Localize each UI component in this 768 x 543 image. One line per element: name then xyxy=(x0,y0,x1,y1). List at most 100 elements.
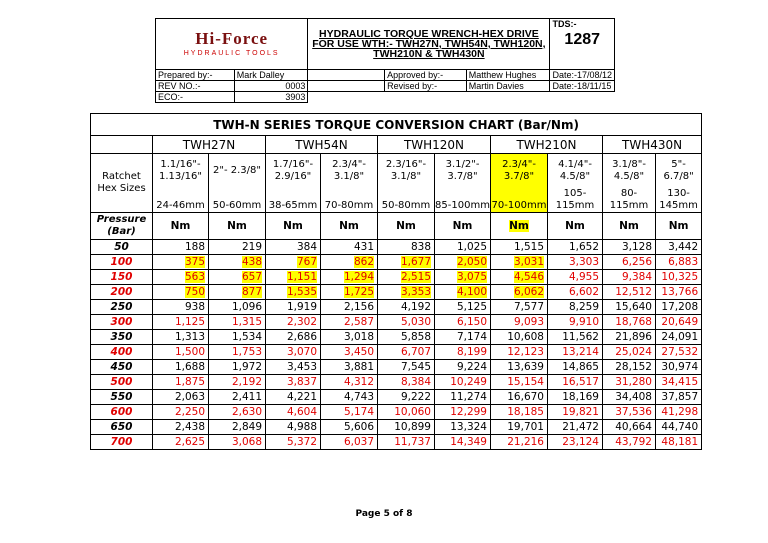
torque-value: 10,060 xyxy=(394,405,431,418)
torque-value: 657 xyxy=(241,270,262,283)
corner xyxy=(90,135,153,154)
torque-value: 3,303 xyxy=(568,255,599,268)
torque-cell: 1,534 xyxy=(208,328,266,345)
torque-value: 2,625 xyxy=(174,435,205,448)
torque-cell: 11,737 xyxy=(377,433,435,450)
torque-value: 23,124 xyxy=(562,435,599,448)
torque-cell: 9,093 xyxy=(490,313,548,330)
torque-value: 2,686 xyxy=(286,330,317,343)
torque-value: 1,753 xyxy=(231,345,262,358)
unit-label: Nm xyxy=(339,219,359,232)
torque-cell: 2,515 xyxy=(377,268,435,285)
torque-value: 2,156 xyxy=(343,300,374,313)
torque-value: 27,532 xyxy=(661,345,699,358)
torque-cell: 19,701 xyxy=(490,418,548,435)
torque-cell: 3,075 xyxy=(434,268,491,285)
row: Ratchet Hex Sizes 1.1/16"- 1.13/16" 2"- 2.… xyxy=(90,153,703,213)
torque-cell: 20,649 xyxy=(654,313,703,330)
torque-value: 188 xyxy=(184,240,205,253)
torque-value: 1,652 xyxy=(568,240,599,253)
torque-value: 4,604 xyxy=(286,405,317,418)
torque-value: 13,766 xyxy=(661,285,699,298)
torque-value: 2,411 xyxy=(231,390,262,403)
torque-cell: 3,303 xyxy=(547,253,603,270)
torque-value: 431 xyxy=(353,240,374,253)
unit-label: Nm xyxy=(565,219,585,232)
hex-inch: 3.1/8"- 4.5/8" xyxy=(602,153,656,188)
torque-value: 12,123 xyxy=(507,345,544,358)
torque-value: 2,630 xyxy=(231,405,262,418)
cell: Approved by:- xyxy=(384,69,467,81)
torque-cell: 27,532 xyxy=(654,343,703,360)
torque-value: 5,030 xyxy=(400,315,431,328)
torque-cell: 18,169 xyxy=(547,388,603,405)
torque-value: 3,068 xyxy=(231,435,262,448)
torque-value: 34,415 xyxy=(661,375,699,388)
tds: TDS:- 1287 xyxy=(549,18,615,70)
torque-value: 219 xyxy=(241,240,262,253)
torque-value: 11,562 xyxy=(562,330,599,343)
torque-cell: 1,725 xyxy=(320,283,378,300)
row: 350 1,313 1,534 2,686 3,018 5,858 7,174 10,608 1… xyxy=(90,328,703,345)
torque-cell: 375 xyxy=(152,253,209,270)
torque-cell: 1,535 xyxy=(265,283,321,300)
torque-value: 14,865 xyxy=(562,360,599,373)
torque-cell: 34,415 xyxy=(654,373,703,390)
torque-value: 2,192 xyxy=(231,375,262,388)
torque-value: 7,545 xyxy=(400,360,431,373)
hex-mm: 80-115mm xyxy=(602,187,656,213)
torque-value: 6,883 xyxy=(668,255,699,268)
pressure: 450 xyxy=(90,358,153,375)
torque-value: 1,313 xyxy=(174,330,205,343)
torque-cell: 11,562 xyxy=(547,328,603,345)
torque-cell: 1,025 xyxy=(434,238,491,255)
pressure: 300 xyxy=(90,313,153,330)
torque-cell: 11,274 xyxy=(434,388,491,405)
torque-cell: 3,450 xyxy=(320,343,378,360)
torque-value: 2,849 xyxy=(231,420,262,433)
torque-cell: 3,031 xyxy=(490,253,548,270)
torque-value: 2,302 xyxy=(286,315,317,328)
torque-value: 4,221 xyxy=(286,390,317,403)
torque-cell: 1,972 xyxy=(208,358,266,375)
tds-number: 1287 xyxy=(564,31,601,48)
torque-value: 44,740 xyxy=(661,420,699,433)
torque-value: 17,208 xyxy=(661,300,699,313)
torque-cell: 18,768 xyxy=(602,313,656,330)
torque-cell: 1,919 xyxy=(265,298,321,315)
torque-cell: 14,349 xyxy=(434,433,491,450)
torque-cell: 12,512 xyxy=(602,283,656,300)
torque-value: 6,707 xyxy=(400,345,431,358)
torque-cell: 2,686 xyxy=(265,328,321,345)
torque-cell: 1,313 xyxy=(152,328,209,345)
hex-mm: 85-100mm xyxy=(434,187,491,213)
torque-value: 4,743 xyxy=(343,390,374,403)
torque-cell: 862 xyxy=(320,253,378,270)
torque-value: 13,324 xyxy=(450,420,487,433)
unit: Nm xyxy=(320,211,378,240)
torque-cell: 6,883 xyxy=(654,253,703,270)
torque-cell: 1,096 xyxy=(208,298,266,315)
torque-value: 30,974 xyxy=(661,360,699,373)
torque-value: 750 xyxy=(184,285,205,298)
torque-cell: 41,298 xyxy=(654,403,703,420)
torque-cell: 1,294 xyxy=(320,268,378,285)
torque-value: 3,442 xyxy=(668,240,699,253)
torque-value: 6,062 xyxy=(513,285,544,298)
unit: Nm xyxy=(490,211,548,240)
torque-cell: 6,062 xyxy=(490,283,548,300)
torque-value: 1,294 xyxy=(343,270,374,283)
torque-value: 1,534 xyxy=(231,330,262,343)
unit: Nm xyxy=(377,211,435,240)
torque-value: 12,512 xyxy=(615,285,652,298)
torque-cell: 750 xyxy=(152,283,209,300)
pressure: 700 xyxy=(90,433,153,450)
hex-inch: 3.1/2"- 3.7/8" xyxy=(434,153,491,188)
torque-cell: 3,881 xyxy=(320,358,378,375)
torque-value: 48,181 xyxy=(661,435,699,448)
torque-value: 12,299 xyxy=(450,405,487,418)
torque-cell: 6,707 xyxy=(377,343,435,360)
torque-cell: 1,652 xyxy=(547,238,603,255)
hex-inch: 1.7/16"- 2.9/16" xyxy=(265,153,321,188)
doc-title: HYDRAULIC TORQUE WRENCH-HEX DRIVE FOR US… xyxy=(307,18,551,70)
